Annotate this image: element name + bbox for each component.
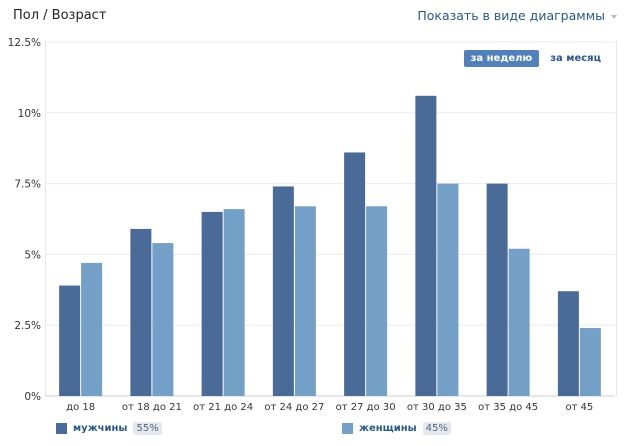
bar-men <box>415 95 437 397</box>
period-week-button[interactable]: за неделю <box>463 50 540 67</box>
legend-item-women[interactable]: женщины 45% <box>342 422 451 435</box>
y-tick-label: 7.5% <box>14 179 41 191</box>
legend-swatch-men <box>56 423 67 434</box>
legend-swatch-women <box>342 423 353 434</box>
bar-women <box>294 206 316 396</box>
bar-chart: 0% 2.5% 5% 7.5% 10% 12.5% до 18 от 18 до 21 от 2… <box>8 37 615 413</box>
x-tick-label: от 21 до 24 <box>193 402 253 413</box>
bar-men <box>486 183 508 396</box>
bar-women <box>366 206 388 396</box>
legend-pct-men: 55% <box>133 422 162 435</box>
bar-men <box>272 186 294 396</box>
bar-men <box>344 152 366 396</box>
bar-men <box>59 285 81 396</box>
bar-men <box>130 228 152 396</box>
bar-women <box>437 183 459 396</box>
y-tick-label: 5% <box>24 249 41 261</box>
bar-men <box>201 211 223 396</box>
legend-label-women: женщины <box>359 423 417 434</box>
x-tick-label: до 18 <box>66 402 95 413</box>
y-tick-label: 12.5% <box>8 37 41 49</box>
bar-men <box>557 291 579 396</box>
chart-legend: мужчины 55% женщины 45% <box>0 422 640 442</box>
chart-title: Пол / Возраст <box>13 8 107 23</box>
period-switcher: за неделю за месяц <box>463 50 608 67</box>
legend-label-men: мужчины <box>73 423 128 434</box>
x-tick-label: от 30 до 35 <box>407 402 467 413</box>
bar-women <box>152 243 174 396</box>
y-tick-label: 10% <box>18 108 41 120</box>
bar-women <box>223 209 245 396</box>
legend-item-men[interactable]: мужчины 55% <box>56 422 162 435</box>
legend-pct-women: 45% <box>422 422 451 435</box>
y-tick-label: 2.5% <box>14 320 41 332</box>
period-month-button[interactable]: за месяц <box>550 53 601 64</box>
x-tick-label: от 24 до 27 <box>264 402 324 413</box>
x-tick-label: от 35 до 45 <box>478 402 538 413</box>
bar-women <box>81 262 103 396</box>
x-tick-label: от 45 <box>565 402 593 413</box>
view-as-diagram-toggle[interactable]: Показать в виде диаграммы <box>417 8 617 23</box>
x-tick-label: от 27 до 30 <box>336 402 396 413</box>
bar-women <box>579 328 601 396</box>
y-tick-label: 0% <box>24 391 41 403</box>
bar-women <box>508 248 530 396</box>
view-toggle-label: Показать в виде диаграммы <box>417 8 605 23</box>
x-tick-label: от 18 до 21 <box>122 402 182 413</box>
chevron-down-icon <box>611 14 617 19</box>
